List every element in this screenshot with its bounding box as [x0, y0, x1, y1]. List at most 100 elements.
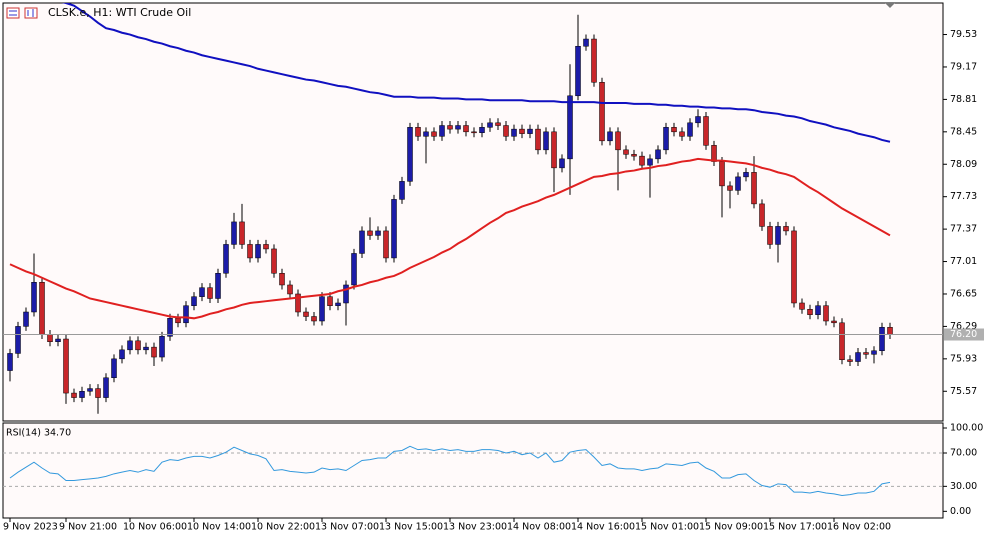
candle-body — [599, 82, 605, 142]
candle-body — [39, 282, 45, 335]
x-tick-label: 10 Nov 14:00 — [187, 522, 251, 533]
candle-body — [743, 172, 749, 178]
candle-body — [447, 125, 453, 130]
candle-body — [583, 38, 589, 47]
candle-body — [487, 122, 493, 128]
x-tick-label: 14 Nov 08:00 — [507, 522, 571, 533]
candle-body — [679, 131, 685, 137]
candle-body — [7, 353, 13, 371]
candle-body — [327, 296, 333, 306]
candle-body — [407, 127, 413, 182]
candle-body — [311, 316, 317, 322]
x-tick-label: 10 Nov 06:00 — [123, 522, 187, 533]
candle-body — [823, 305, 829, 322]
candle-body — [831, 320, 837, 324]
last-price-label: 76.20 — [950, 329, 977, 340]
candle-body — [479, 127, 485, 133]
candle-body — [431, 131, 437, 137]
candle-body — [303, 311, 309, 317]
candle-body — [143, 346, 149, 351]
candle-body — [71, 392, 77, 398]
candle-body — [751, 172, 757, 205]
candle-body — [255, 244, 261, 259]
candle-body — [103, 377, 109, 398]
candle-body — [151, 346, 157, 358]
candle-body — [799, 302, 805, 310]
candle-body — [631, 154, 637, 157]
candle-body — [87, 388, 93, 392]
candle-body — [167, 318, 173, 337]
candle-body — [295, 293, 301, 313]
candle-body — [383, 230, 389, 259]
candle-body — [47, 334, 53, 342]
candle-body — [463, 125, 469, 133]
chart-icons — [6, 7, 38, 19]
candle-body — [471, 131, 477, 134]
x-tick-label: 15 Nov 09:00 — [699, 522, 763, 533]
candle-body — [127, 340, 133, 351]
last-price-box — [944, 328, 984, 341]
candle-body — [839, 322, 845, 360]
candle-body — [735, 176, 741, 191]
candle-body — [639, 155, 645, 166]
y-tick-label: 79.17 — [950, 61, 977, 72]
candle-body — [567, 95, 573, 160]
candle-body — [511, 128, 517, 137]
candle-body — [207, 287, 213, 299]
candle-body — [199, 287, 205, 297]
candle-body — [95, 388, 101, 398]
main-plot — [3, 3, 943, 414]
rsi-pane — [2, 422, 944, 519]
candle-body — [607, 131, 613, 142]
candle-body — [279, 273, 285, 286]
y-tick-label: 76.29 — [950, 321, 977, 332]
y-tick-label: 70.00 — [950, 448, 977, 459]
candle-body — [591, 38, 597, 83]
candle-body — [719, 161, 725, 187]
candle-body — [767, 226, 773, 245]
candle-body — [503, 125, 509, 137]
y-tick-label: 78.09 — [950, 159, 977, 170]
candle-body — [455, 125, 461, 130]
candle-body — [415, 127, 421, 137]
x-tick-label: 9 Nov 2023 — [3, 522, 58, 533]
candle-body — [791, 230, 797, 304]
candle-body — [847, 359, 853, 362]
candle-body — [399, 181, 405, 200]
candle-body — [559, 158, 565, 169]
candle-body — [863, 352, 869, 355]
candle-body — [687, 122, 693, 137]
candle-body — [727, 185, 733, 191]
candle-body — [319, 296, 325, 322]
candle-body — [159, 336, 165, 358]
candle-body — [239, 221, 245, 245]
candle-body — [351, 253, 357, 286]
y-tick-label: 30.00 — [950, 481, 977, 492]
rsi-title: RSI(14) 34.70 — [6, 428, 71, 439]
y-tick-label: 79.53 — [950, 29, 977, 40]
candle-body — [663, 127, 669, 151]
x-tick-label: 16 Nov 02:00 — [827, 522, 891, 533]
x-tick-label: 14 Nov 16:00 — [571, 522, 635, 533]
chart-title: CLSK.e, H1: WTI Crude Oil — [48, 6, 191, 19]
y-tick-label: 76.65 — [950, 288, 977, 299]
candle-body — [263, 244, 269, 250]
y-tick-label: 75.57 — [950, 386, 977, 397]
rsi-line — [9, 445, 891, 497]
y-tick-label: 78.45 — [950, 126, 977, 137]
candle-body — [31, 282, 37, 313]
y-tick-label: 77.37 — [950, 224, 977, 235]
x-tick-label: 9 Nov 21:00 — [59, 522, 117, 533]
candle-body — [495, 122, 501, 126]
candle-body — [551, 131, 557, 169]
shift-marker — [885, 3, 895, 8]
candle-body — [15, 326, 21, 354]
candle-body — [55, 338, 61, 342]
x-tick-label: 13 Nov 07:00 — [315, 522, 379, 533]
candle-body — [271, 248, 277, 274]
candle-body — [871, 350, 877, 355]
x-tick-label: 15 Nov 01:00 — [635, 522, 699, 533]
x-tick-label: 13 Nov 15:00 — [379, 522, 443, 533]
candle-body — [175, 318, 181, 324]
